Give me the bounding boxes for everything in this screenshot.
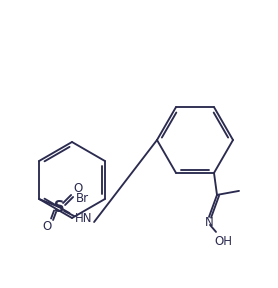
Text: Br: Br <box>76 192 89 206</box>
Text: N: N <box>205 216 214 230</box>
Text: S: S <box>54 200 64 215</box>
Text: O: O <box>43 221 52 234</box>
Text: O: O <box>73 183 83 196</box>
Text: OH: OH <box>214 235 232 249</box>
Text: HN: HN <box>75 213 93 226</box>
